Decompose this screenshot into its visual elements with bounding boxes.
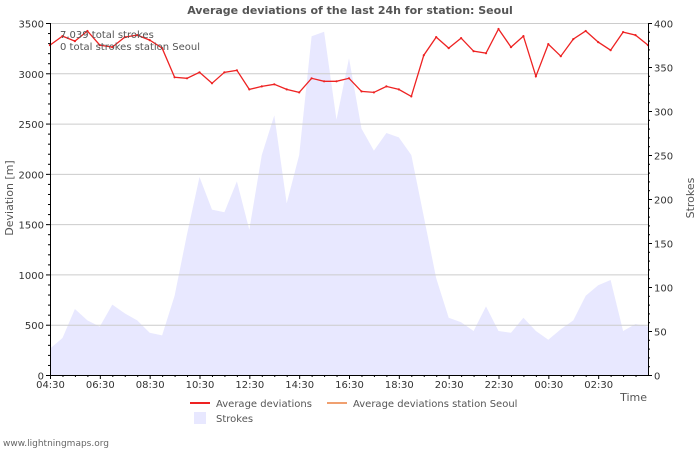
deviation-point — [136, 34, 139, 37]
chart-title: Average deviations of the last 24h for s… — [187, 4, 513, 17]
deviation-point — [534, 75, 538, 78]
deviation-point — [397, 88, 400, 91]
x-tick-label: 16:30 — [335, 380, 364, 391]
x-tick-label: 08:30 — [136, 380, 165, 391]
footer-credit: www.lightningmaps.org — [3, 439, 109, 449]
deviation-point — [634, 34, 637, 37]
x-tick-label: 18:30 — [385, 380, 414, 391]
deviation-point — [609, 49, 612, 52]
deviation-point — [622, 30, 625, 34]
deviation-point — [447, 47, 450, 50]
deviation-point — [173, 76, 176, 79]
y-axis-right-label: Strokes — [684, 177, 697, 218]
x-tick-label: 10:30 — [186, 380, 215, 391]
deviation-point — [385, 85, 388, 88]
deviation-point — [472, 50, 475, 53]
deviation-point — [335, 80, 338, 83]
deviation-point — [522, 35, 525, 38]
total-strokes-note: 7,039 total strokes — [60, 30, 154, 41]
y-left-tick-label: 1500 — [19, 221, 44, 232]
deviation-point — [111, 46, 114, 49]
strokes-area — [50, 31, 648, 376]
deviation-point — [460, 37, 463, 40]
station-strokes-note: 0 total strokes station Seoul — [60, 42, 200, 53]
y-left-tick-label: 2000 — [19, 170, 44, 181]
deviation-point — [198, 71, 201, 74]
y-axis-left-label: Deviation [m] — [3, 160, 16, 235]
deviation-point — [210, 82, 214, 85]
deviation-point — [509, 46, 513, 49]
deviation-point — [497, 27, 500, 31]
x-tick-label: 20:30 — [435, 380, 464, 391]
deviation-point — [248, 88, 251, 91]
y-right-tick-label: 400 — [654, 20, 673, 31]
deviation-point — [260, 85, 263, 88]
y-right-tick-label: 50 — [654, 328, 667, 339]
deviation-point — [123, 36, 126, 39]
y-right-tick-label: 150 — [654, 240, 673, 251]
y-right-tick-label: 200 — [654, 196, 673, 207]
deviation-point — [323, 80, 326, 83]
y-right-tick-label: 350 — [654, 64, 673, 75]
x-tick-label: 12:30 — [235, 380, 264, 391]
legend: Average deviations Average deviations sta… — [190, 399, 517, 425]
deviation-point — [584, 29, 587, 33]
deviation-point — [61, 35, 64, 38]
x-axis-label: Time — [619, 391, 647, 404]
deviation-point — [98, 44, 101, 47]
deviation-point — [73, 40, 76, 43]
y-right-tick-label: 100 — [654, 284, 673, 295]
deviation-point — [223, 71, 226, 74]
axis-layer: 0 500 1000 1500 2000 2500 3000 3500 0 50 100 150 200… — [19, 20, 674, 392]
deviation-point — [235, 69, 238, 72]
grid-layer — [50, 23, 648, 326]
y-right-tick-label: 0 — [654, 372, 660, 383]
deviation-point — [185, 77, 189, 80]
deviation-point — [273, 83, 276, 86]
y-left-tick-label: 500 — [25, 321, 44, 332]
x-tick-label: 06:30 — [86, 380, 115, 391]
y-left-tick-label: 2500 — [19, 120, 44, 131]
deviation-point — [484, 52, 488, 55]
y-right-tick-label: 300 — [654, 108, 673, 119]
x-tick-label: 04:30 — [36, 380, 65, 391]
legend-label: Average deviations station Seoul — [353, 399, 517, 410]
deviation-point — [360, 90, 363, 93]
x-tick-label: 00:30 — [534, 380, 563, 391]
deviation-point — [422, 54, 425, 57]
deviation-point — [347, 77, 351, 80]
deviation-point — [410, 95, 413, 98]
deviation-point — [86, 29, 89, 33]
deviation-point — [559, 55, 562, 58]
deviation-point — [372, 91, 375, 94]
deviation-point — [547, 43, 550, 46]
deviation-point — [285, 88, 288, 91]
deviation-point — [435, 36, 438, 39]
legend-label: Average deviations — [216, 399, 312, 410]
deviation-point — [148, 39, 151, 42]
y-right-tick-label: 250 — [654, 152, 673, 163]
deviation-point — [161, 47, 164, 50]
y-left-tick-label: 3000 — [19, 70, 44, 81]
deviation-point — [572, 38, 575, 41]
strokes-area-layer — [50, 31, 648, 376]
x-tick-label: 22:30 — [485, 380, 514, 391]
legend-label: Strokes — [216, 414, 253, 425]
y-left-tick-label: 0 — [38, 372, 44, 383]
deviation-point — [597, 41, 600, 44]
y-left-tick-label: 3500 — [19, 20, 44, 31]
x-tick-label: 02:30 — [584, 380, 613, 391]
legend-swatch — [194, 412, 206, 424]
deviation-point — [310, 77, 313, 80]
x-tick-label: 14:30 — [285, 380, 314, 391]
deviation-point — [298, 91, 301, 94]
y-left-tick-label: 1000 — [19, 271, 44, 282]
